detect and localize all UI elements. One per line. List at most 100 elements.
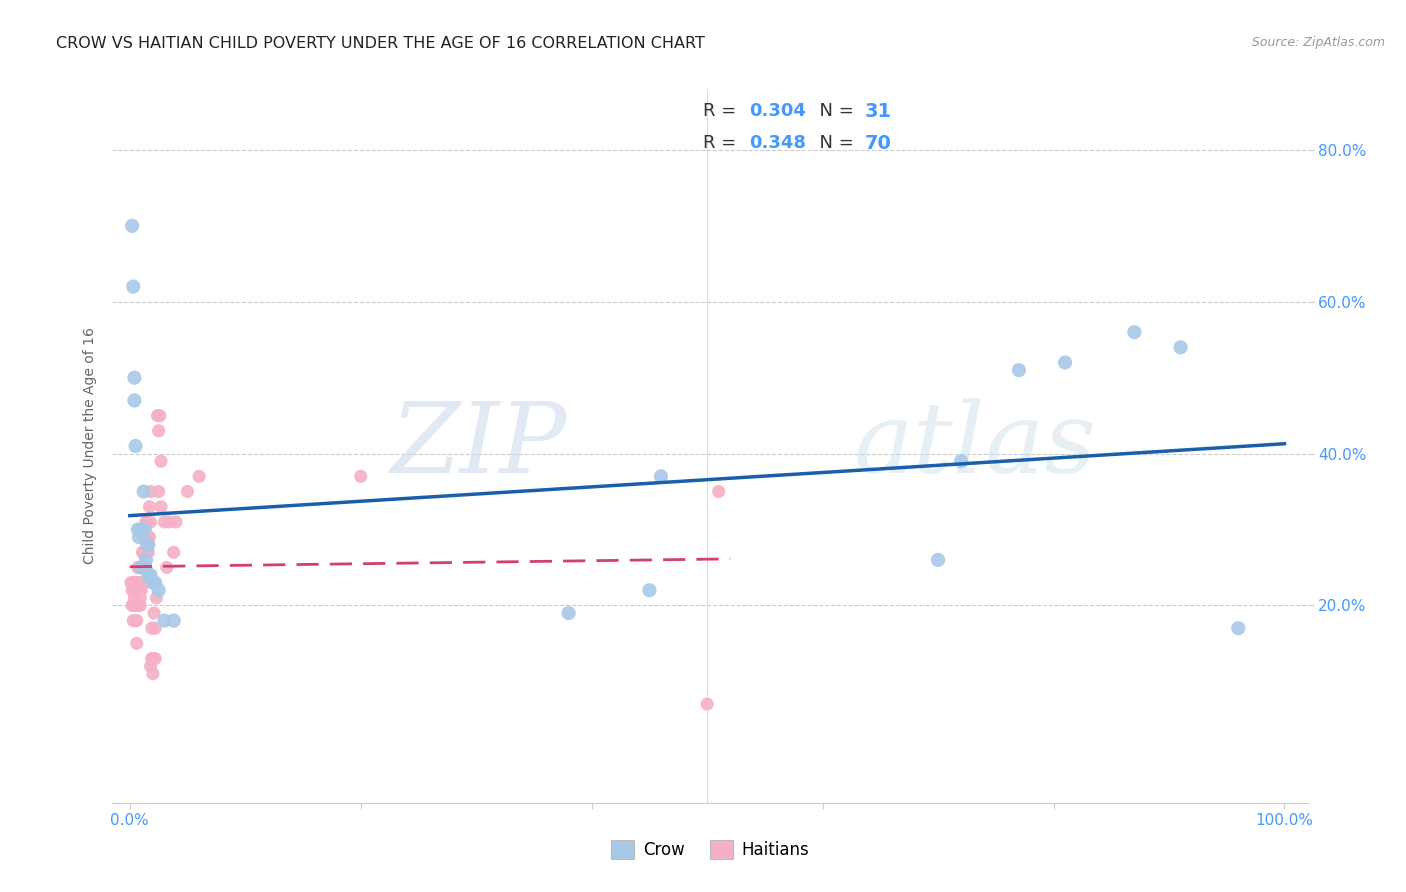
- Point: [141, 621, 163, 635]
- Text: N =: N =: [808, 103, 860, 120]
- Point: [136, 515, 159, 529]
- Point: [1008, 363, 1031, 377]
- Point: [131, 583, 153, 598]
- Point: [132, 484, 155, 499]
- Point: [143, 651, 166, 665]
- Point: [156, 560, 179, 574]
- Point: [139, 515, 162, 529]
- Point: [136, 530, 159, 544]
- Point: [127, 523, 149, 537]
- Point: [157, 515, 180, 529]
- Point: [129, 591, 152, 605]
- Text: atlas: atlas: [853, 399, 1097, 493]
- Point: [134, 523, 156, 537]
- Point: [131, 523, 153, 537]
- Point: [125, 614, 148, 628]
- Point: [149, 409, 172, 423]
- Point: [121, 219, 143, 233]
- Point: [132, 545, 155, 559]
- Point: [188, 469, 211, 483]
- Point: [127, 560, 149, 574]
- Point: [136, 538, 159, 552]
- Point: [131, 560, 153, 574]
- Point: [128, 575, 150, 590]
- Text: Source: ZipAtlas.com: Source: ZipAtlas.com: [1251, 36, 1385, 49]
- Point: [127, 599, 149, 613]
- Text: 31: 31: [865, 102, 891, 120]
- Point: [927, 553, 949, 567]
- Point: [121, 583, 143, 598]
- Point: [165, 515, 187, 529]
- Point: [1054, 355, 1077, 369]
- Point: [139, 659, 162, 673]
- Point: [1170, 340, 1192, 354]
- Point: [134, 545, 156, 559]
- Point: [1227, 621, 1250, 635]
- Point: [136, 530, 159, 544]
- Point: [124, 439, 146, 453]
- Point: [557, 606, 579, 620]
- Point: [122, 575, 145, 590]
- Point: [128, 530, 150, 544]
- Point: [350, 469, 373, 483]
- Point: [128, 583, 150, 598]
- Point: [148, 583, 170, 598]
- Point: [696, 697, 718, 711]
- Point: [125, 583, 148, 598]
- Point: [129, 599, 152, 613]
- Y-axis label: Child Poverty Under the Age of 16: Child Poverty Under the Age of 16: [83, 327, 97, 565]
- Point: [149, 500, 172, 514]
- Point: [122, 614, 145, 628]
- Point: [124, 575, 146, 590]
- Point: [148, 484, 170, 499]
- Point: [124, 370, 146, 384]
- Point: [120, 575, 142, 590]
- Point: [950, 454, 973, 468]
- Point: [121, 599, 143, 613]
- Point: [128, 560, 150, 574]
- Point: [122, 599, 145, 613]
- Point: [136, 538, 159, 552]
- Legend: Crow, Haitians: Crow, Haitians: [605, 833, 815, 866]
- Point: [136, 545, 159, 559]
- Point: [153, 515, 176, 529]
- Point: [145, 591, 167, 605]
- Point: [124, 393, 146, 408]
- Point: [124, 614, 146, 628]
- Text: CROW VS HAITIAN CHILD POVERTY UNDER THE AGE OF 16 CORRELATION CHART: CROW VS HAITIAN CHILD POVERTY UNDER THE …: [56, 36, 706, 51]
- Point: [143, 621, 166, 635]
- Point: [707, 484, 730, 499]
- Point: [148, 424, 170, 438]
- Text: 0.348: 0.348: [749, 134, 806, 153]
- Point: [142, 651, 165, 665]
- Point: [134, 530, 156, 544]
- Point: [124, 599, 146, 613]
- Point: [139, 568, 162, 582]
- Point: [136, 568, 159, 582]
- Point: [139, 484, 162, 499]
- Point: [124, 575, 146, 590]
- Point: [122, 279, 145, 293]
- Point: [132, 560, 155, 574]
- Point: [135, 553, 157, 567]
- Text: 0.304: 0.304: [749, 103, 806, 120]
- Point: [125, 575, 148, 590]
- Text: ZIP: ZIP: [391, 399, 567, 493]
- Point: [1123, 325, 1146, 339]
- Point: [125, 636, 148, 650]
- Point: [143, 575, 166, 590]
- Point: [132, 575, 155, 590]
- Point: [143, 606, 166, 620]
- Point: [131, 560, 153, 574]
- Point: [163, 614, 186, 628]
- Point: [650, 469, 672, 483]
- Text: 70: 70: [865, 134, 891, 153]
- Point: [131, 560, 153, 574]
- Point: [136, 545, 159, 559]
- Point: [135, 515, 157, 529]
- Point: [141, 651, 163, 665]
- Point: [124, 591, 146, 605]
- Point: [153, 614, 176, 628]
- Point: [138, 500, 160, 514]
- Point: [127, 575, 149, 590]
